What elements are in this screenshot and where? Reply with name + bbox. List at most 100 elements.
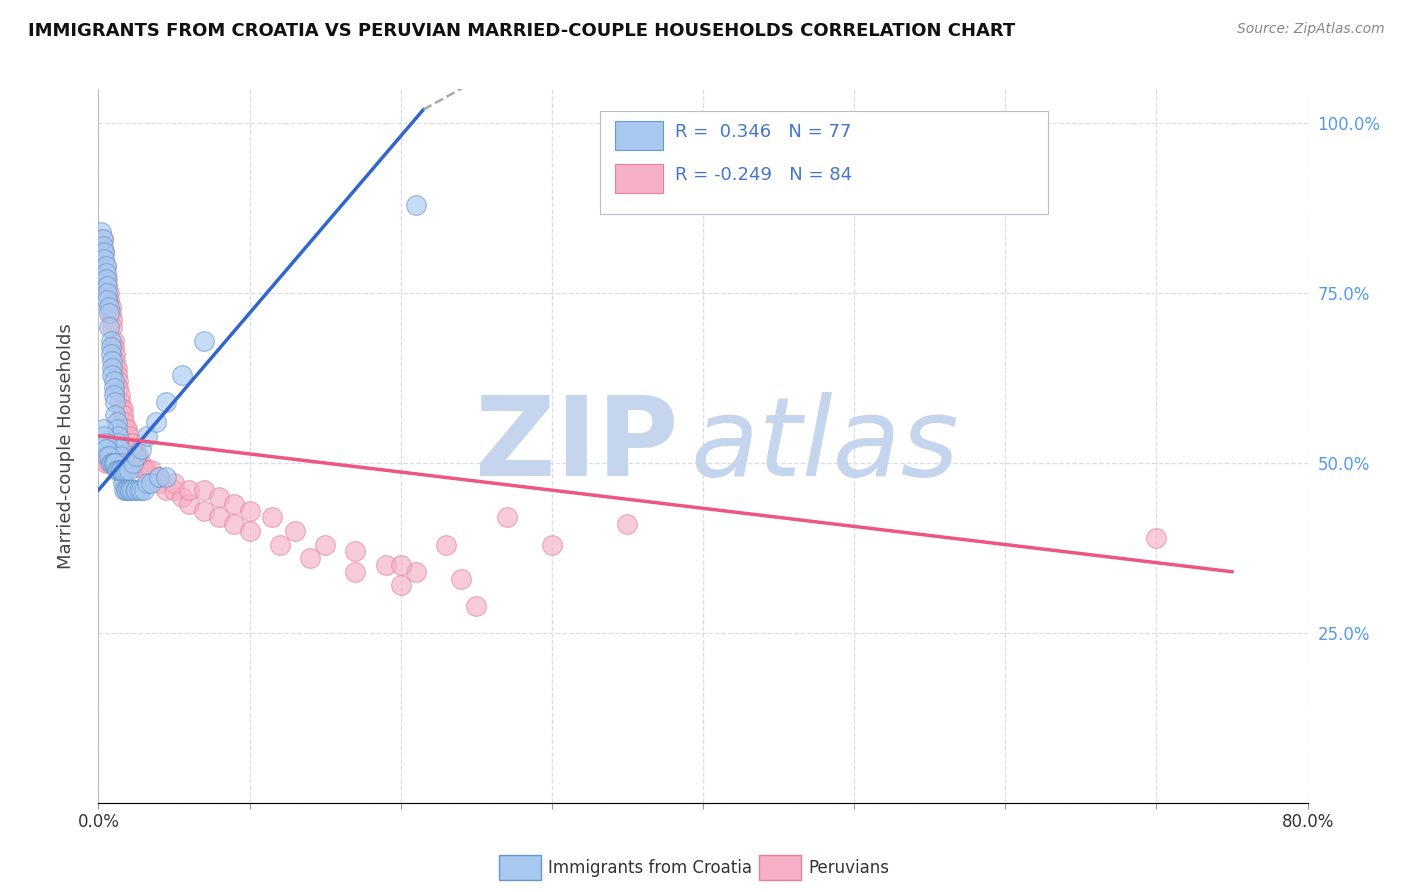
Point: [179, 483, 201, 498]
Point: [100, 306, 122, 320]
Point: [122, 456, 145, 470]
FancyBboxPatch shape: [614, 164, 664, 193]
Point: [108, 442, 131, 457]
Point: [129, 456, 152, 470]
Point: [389, 578, 412, 592]
Point: [155, 394, 177, 409]
Point: [148, 469, 170, 483]
Point: [110, 463, 132, 477]
Point: [105, 368, 128, 382]
Point: [284, 524, 307, 538]
Point: [96, 293, 118, 307]
Point: [155, 469, 177, 483]
Point: [93, 245, 115, 260]
Point: [132, 463, 155, 477]
Point: [135, 429, 157, 443]
Point: [135, 463, 157, 477]
Text: R = -0.249   N = 84: R = -0.249 N = 84: [675, 166, 852, 184]
Point: [269, 537, 291, 551]
Point: [224, 497, 246, 511]
Point: [96, 272, 118, 286]
Point: [155, 483, 177, 498]
Point: [103, 375, 125, 389]
Point: [405, 565, 427, 579]
Point: [141, 463, 163, 477]
Point: [121, 483, 143, 498]
Point: [124, 483, 146, 498]
Point: [101, 456, 124, 470]
Point: [104, 347, 127, 361]
Point: [465, 599, 488, 613]
Point: [94, 259, 117, 273]
Point: [91, 422, 114, 436]
Point: [110, 456, 132, 470]
Point: [115, 422, 138, 436]
Point: [124, 442, 146, 457]
Point: [101, 313, 124, 327]
Point: [108, 463, 131, 477]
Point: [121, 435, 143, 450]
Point: [122, 442, 145, 457]
Point: [111, 409, 134, 423]
Point: [98, 456, 121, 470]
Point: [193, 334, 215, 348]
Point: [314, 537, 336, 551]
Point: [101, 360, 124, 375]
FancyBboxPatch shape: [600, 111, 1047, 214]
Point: [101, 456, 124, 470]
Point: [129, 442, 152, 457]
Point: [101, 368, 124, 382]
Point: [193, 503, 215, 517]
Point: [104, 394, 127, 409]
Point: [94, 442, 117, 457]
Point: [299, 551, 322, 566]
Point: [120, 435, 142, 450]
Point: [104, 449, 127, 463]
Point: [132, 463, 155, 477]
Point: [145, 415, 167, 429]
Point: [434, 537, 457, 551]
Point: [91, 238, 114, 252]
Point: [132, 483, 155, 498]
Point: [107, 449, 129, 463]
Point: [96, 286, 118, 301]
Point: [107, 375, 129, 389]
Point: [103, 334, 125, 348]
Point: [108, 449, 131, 463]
Point: [100, 334, 122, 348]
Point: [100, 300, 122, 314]
Point: [193, 483, 215, 498]
Point: [125, 456, 148, 470]
Point: [208, 510, 231, 524]
Point: [1144, 531, 1167, 545]
Point: [344, 565, 367, 579]
Point: [104, 354, 127, 368]
Point: [224, 517, 246, 532]
Point: [108, 394, 131, 409]
Point: [107, 381, 129, 395]
Point: [101, 320, 124, 334]
Point: [98, 300, 121, 314]
Point: [120, 456, 142, 470]
Text: Immigrants from Croatia: Immigrants from Croatia: [548, 859, 752, 877]
Point: [114, 483, 136, 498]
Point: [103, 456, 125, 470]
Point: [91, 232, 114, 246]
Text: atlas: atlas: [690, 392, 959, 500]
Point: [98, 293, 121, 307]
Point: [128, 483, 150, 498]
Point: [104, 456, 127, 470]
Point: [103, 341, 125, 355]
Point: [96, 279, 118, 293]
Point: [93, 252, 115, 266]
Point: [127, 449, 149, 463]
Y-axis label: Married-couple Households: Married-couple Households: [56, 323, 75, 569]
Point: [98, 286, 121, 301]
Point: [112, 415, 135, 429]
Point: [141, 469, 163, 483]
Point: [125, 449, 148, 463]
Point: [129, 483, 152, 498]
Point: [103, 388, 125, 402]
Point: [94, 259, 117, 273]
Point: [118, 429, 141, 443]
